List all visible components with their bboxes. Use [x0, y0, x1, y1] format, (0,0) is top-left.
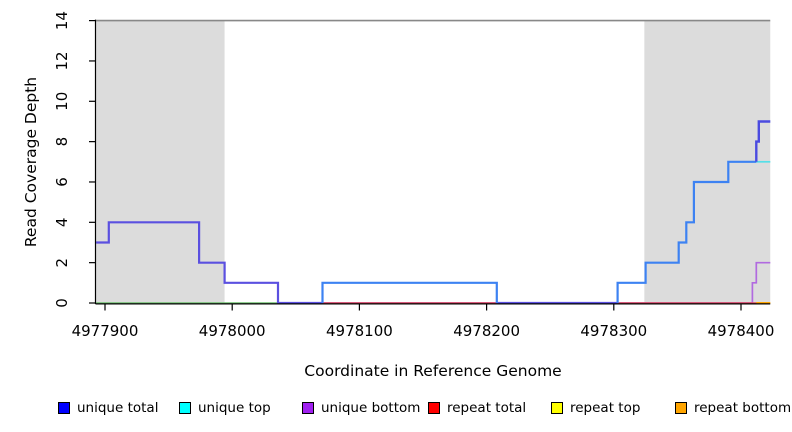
y-tick-label: 8	[53, 137, 71, 147]
series-unique-total+top	[616, 160, 757, 303]
x-tick-label: 4978100	[326, 322, 393, 340]
y-tick-label: 12	[53, 51, 71, 70]
legend-item-unique-top: unique top	[179, 398, 271, 418]
legend-label: unique bottom	[321, 400, 421, 416]
series-unique-total	[755, 120, 771, 162]
x-tick-label: 4978400	[708, 322, 775, 340]
legend-swatch-icon	[58, 402, 70, 414]
legend: unique total unique top unique bottom repea…	[0, 398, 792, 424]
series-unique-total+bottom	[96, 221, 323, 305]
legend-swatch-icon	[179, 402, 191, 414]
y-tick-label: 10	[53, 92, 71, 111]
y-axis-title: Read Coverage Depth	[22, 76, 40, 248]
legend-label: repeat top	[570, 400, 641, 416]
legend-item-unique-total: unique total	[58, 398, 158, 418]
legend-item-repeat-total: repeat total	[428, 398, 526, 418]
y-tick-label: 4	[53, 218, 71, 228]
series-unique-total+top	[321, 281, 498, 303]
legend-swatch-icon	[302, 402, 314, 414]
legend-label: unique total	[77, 400, 159, 416]
legend-item-unique-bottom: unique bottom	[302, 398, 420, 418]
y-tick-label: 2	[53, 258, 71, 268]
x-tick-label: 4978300	[580, 322, 647, 340]
legend-swatch-icon	[675, 402, 687, 414]
coverage-chart-canvas: 4977900 4978000 4978100 4978200 4978300 49784…	[53, 11, 775, 340]
x-tick-label: 4978200	[453, 322, 520, 340]
legend-item-repeat-top: repeat top	[551, 398, 640, 418]
y-tick-label: 6	[53, 177, 71, 187]
legend-swatch-icon	[428, 402, 440, 414]
legend-label: repeat bottom	[694, 400, 792, 416]
y-tick-label: 0	[53, 298, 71, 308]
x-axis-title: Coordinate in Reference Genome	[304, 362, 562, 380]
left-repeat-region	[96, 20, 225, 304]
y-tick-label: 14	[53, 11, 71, 30]
legend-item-repeat-bottom: repeat bottom	[675, 398, 791, 418]
legend-label: repeat total	[447, 400, 527, 416]
x-tick-label: 4977900	[72, 322, 139, 340]
x-tick-label: 4978000	[199, 322, 266, 340]
legend-label: unique top	[198, 400, 271, 416]
legend-swatch-icon	[551, 402, 563, 414]
